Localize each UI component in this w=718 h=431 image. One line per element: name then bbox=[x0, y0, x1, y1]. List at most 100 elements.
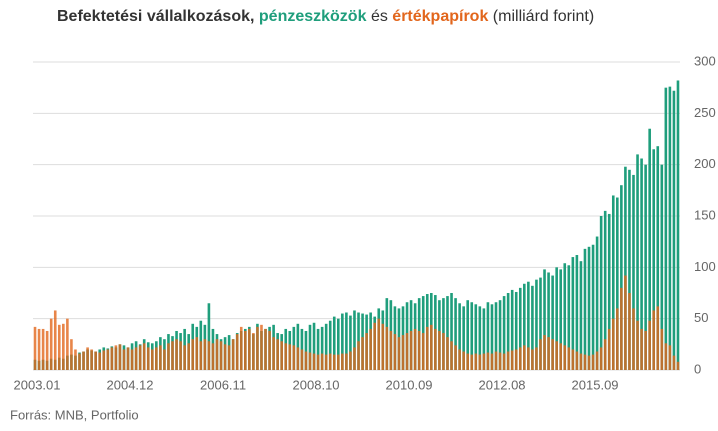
bar bbox=[272, 337, 275, 370]
bar bbox=[587, 355, 591, 370]
x-tick-label: 2003.01 bbox=[14, 377, 61, 392]
bar bbox=[474, 304, 478, 370]
bar bbox=[640, 328, 643, 370]
bar bbox=[514, 349, 518, 370]
bar bbox=[381, 323, 385, 370]
bar bbox=[421, 333, 425, 370]
bar bbox=[482, 308, 486, 370]
x-tick-label: 2004.12 bbox=[107, 377, 154, 392]
bar bbox=[514, 291, 518, 370]
bar bbox=[203, 339, 207, 370]
bar bbox=[490, 353, 494, 370]
bar bbox=[373, 322, 376, 370]
bar bbox=[611, 195, 615, 370]
bar bbox=[361, 337, 364, 370]
bar bbox=[648, 320, 651, 370]
bar bbox=[401, 335, 405, 370]
bar bbox=[430, 324, 433, 370]
bar bbox=[280, 341, 283, 370]
bar bbox=[304, 330, 308, 370]
bar bbox=[466, 353, 470, 370]
y-tick-label: 200 bbox=[694, 156, 716, 171]
bar bbox=[389, 330, 393, 370]
bar bbox=[243, 330, 247, 370]
bar bbox=[175, 339, 178, 370]
x-tick-label: 2008.10 bbox=[293, 377, 340, 392]
bar bbox=[57, 324, 61, 370]
bar bbox=[506, 351, 510, 370]
bar bbox=[523, 283, 526, 370]
bar bbox=[142, 343, 146, 370]
bar bbox=[660, 164, 664, 370]
bar bbox=[320, 353, 324, 370]
bar bbox=[583, 354, 587, 370]
bar bbox=[531, 285, 534, 370]
bar bbox=[146, 347, 150, 370]
bar bbox=[114, 345, 118, 370]
bar bbox=[337, 354, 340, 370]
bar bbox=[502, 296, 506, 370]
bar bbox=[308, 324, 312, 370]
bar bbox=[324, 354, 328, 370]
bar bbox=[413, 328, 417, 370]
x-tick-label: 2010.09 bbox=[386, 377, 433, 392]
bar bbox=[320, 326, 324, 370]
bar bbox=[227, 345, 231, 370]
bar bbox=[527, 281, 530, 370]
bar bbox=[543, 269, 546, 370]
bar bbox=[74, 349, 77, 370]
bar bbox=[377, 318, 381, 370]
bar bbox=[644, 330, 647, 370]
bar bbox=[539, 277, 542, 370]
bar bbox=[486, 352, 490, 370]
bar bbox=[644, 164, 647, 370]
legend-entry: pénzeszközök bbox=[259, 8, 367, 25]
bar bbox=[547, 337, 550, 370]
bar bbox=[555, 341, 558, 370]
bar bbox=[126, 347, 130, 370]
bar bbox=[551, 275, 554, 370]
bar bbox=[66, 318, 69, 370]
bar bbox=[341, 313, 344, 370]
bar bbox=[527, 347, 530, 370]
bar bbox=[308, 352, 312, 370]
bar bbox=[155, 347, 158, 370]
bar bbox=[118, 344, 122, 370]
bar bbox=[167, 343, 170, 370]
bar bbox=[603, 339, 607, 370]
bar bbox=[551, 339, 554, 370]
bar bbox=[583, 248, 587, 370]
bar bbox=[599, 216, 603, 370]
title-after: (milliárd forint) bbox=[493, 8, 594, 25]
bar bbox=[547, 272, 550, 370]
bar bbox=[595, 351, 599, 370]
bar bbox=[33, 326, 37, 370]
bar bbox=[567, 265, 571, 370]
bar bbox=[506, 293, 510, 370]
bar bbox=[98, 352, 102, 370]
bar bbox=[664, 87, 668, 371]
bar bbox=[446, 296, 449, 370]
bar bbox=[207, 341, 211, 370]
y-tick-label: 50 bbox=[694, 310, 708, 325]
bar bbox=[567, 347, 571, 370]
bar bbox=[640, 158, 643, 370]
bar bbox=[82, 351, 85, 370]
bar bbox=[563, 263, 567, 370]
bar bbox=[90, 349, 93, 370]
bar bbox=[648, 128, 651, 370]
bar bbox=[223, 344, 227, 370]
bar bbox=[620, 287, 623, 370]
bar bbox=[171, 341, 174, 370]
x-tick-label: 2012.08 bbox=[479, 377, 526, 392]
bar bbox=[353, 310, 356, 370]
bar bbox=[349, 315, 352, 370]
bar bbox=[211, 343, 215, 370]
bar bbox=[466, 300, 470, 370]
bar bbox=[616, 308, 619, 370]
bar bbox=[462, 351, 465, 370]
bar bbox=[611, 318, 615, 370]
bar bbox=[571, 257, 575, 370]
bar bbox=[276, 339, 279, 370]
bar bbox=[636, 320, 639, 370]
